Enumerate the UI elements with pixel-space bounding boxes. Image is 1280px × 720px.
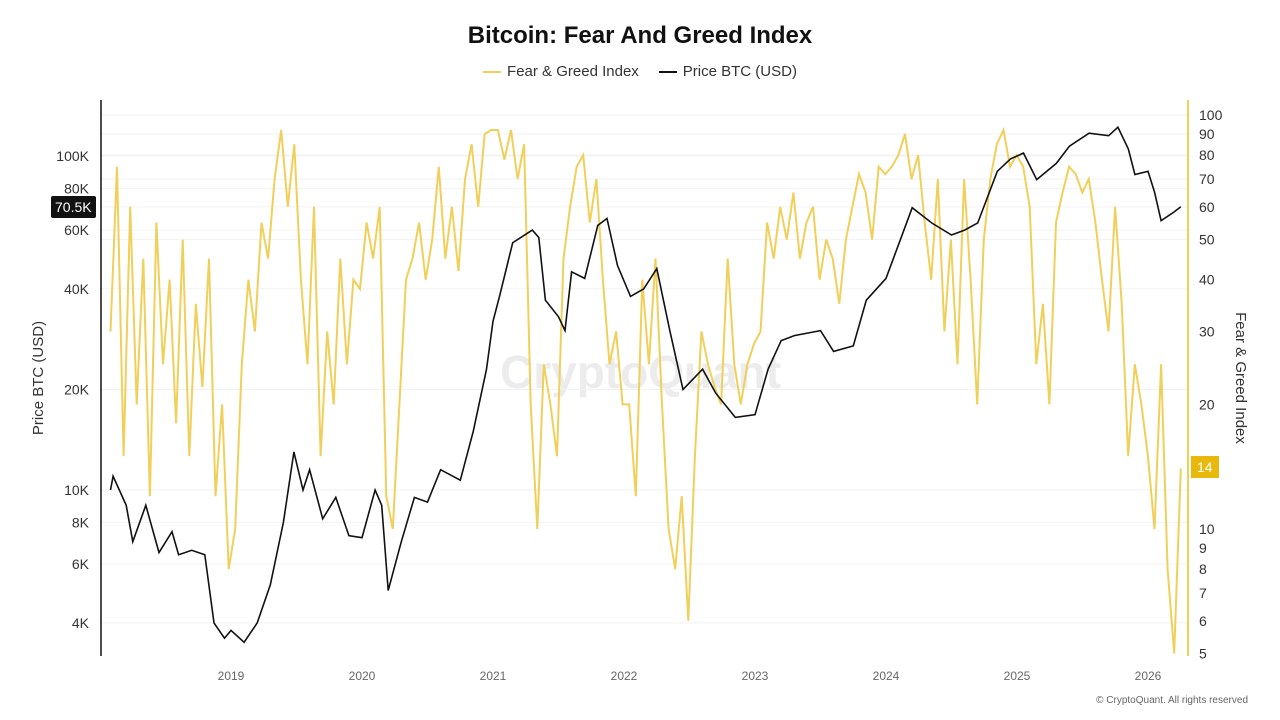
- y-right-axis-title: Fear & Greed Index: [1232, 312, 1249, 444]
- y-right-tick-label: 7: [1199, 585, 1207, 601]
- y-left-tick-label: 10K: [64, 482, 90, 498]
- x-tick-label: 2021: [480, 669, 507, 683]
- current-index-badge: 14: [1191, 456, 1219, 478]
- y-left-tick-label: 20K: [64, 381, 90, 397]
- y-right-tick-label: 80: [1199, 147, 1215, 163]
- y-right-tick-label: 90: [1199, 126, 1215, 142]
- y-right-tick-label: 6: [1199, 613, 1207, 629]
- y-right-tick-label: 60: [1199, 199, 1215, 215]
- x-tick-label: 2023: [742, 669, 769, 683]
- legend-swatch-price: [658, 70, 677, 73]
- y-left-tick-label: 40K: [64, 281, 90, 297]
- legend-swatch-fg: [483, 70, 502, 73]
- y-right-tick-label: 20: [1199, 396, 1215, 412]
- x-tick-label: 2025: [1004, 669, 1031, 683]
- y-left-tick-label: 6K: [72, 556, 90, 572]
- y-right-tick-label: 10: [1199, 521, 1215, 537]
- price-line: [109, 125, 1182, 644]
- y-right-tick-label: 40: [1199, 272, 1215, 288]
- legend-item-price[interactable]: Price BTC (USD): [658, 63, 797, 80]
- y-right-tick-label: 9: [1199, 540, 1207, 556]
- y-left-tick-label: 8K: [72, 514, 90, 530]
- y-left-tick-label: 4K: [72, 615, 90, 631]
- y-right-tick-label: 100: [1199, 107, 1223, 123]
- y-right-tick-label: 70: [1199, 171, 1215, 187]
- current-price-badge: 70.5K: [51, 196, 96, 218]
- legend-label-price: Price BTC (USD): [682, 63, 797, 80]
- legend-label-fg: Fear & Greed Index: [507, 63, 639, 80]
- x-tick-label: 2020: [349, 669, 376, 683]
- fear-greed-line: [109, 126, 1182, 654]
- x-tick-label: 2024: [873, 669, 900, 683]
- x-tick-label: 2019: [218, 669, 245, 683]
- y-right-tick-label: 8: [1199, 561, 1207, 577]
- y-right-tick-label: 30: [1199, 323, 1215, 339]
- y-left-tick-label: 80K: [64, 180, 90, 196]
- y-left-tick-label: 100K: [56, 148, 89, 164]
- legend-item-fg[interactable]: Fear & Greed Index: [483, 63, 639, 80]
- y-left-tick-label: 60K: [64, 222, 90, 238]
- y-right-tick-label: 50: [1199, 232, 1215, 248]
- x-tick-label: 2022: [611, 669, 638, 683]
- y-right-tick-label: 5: [1199, 646, 1207, 662]
- y-left-axis-title: Price BTC (USD): [30, 321, 47, 435]
- chart-title: Bitcoin: Fear And Greed Index: [467, 22, 813, 49]
- legend: Fear & Greed Index Price BTC (USD): [0, 63, 1280, 80]
- copyright-footer: © CryptoQuant. All rights reserved: [1096, 695, 1248, 706]
- x-tick-label: 2026: [1135, 669, 1162, 683]
